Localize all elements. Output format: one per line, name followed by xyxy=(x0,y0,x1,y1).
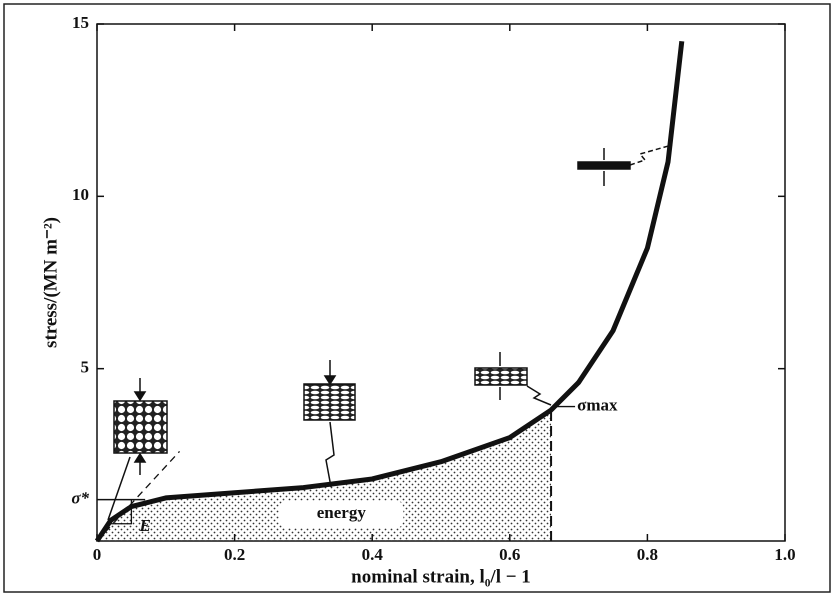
annotation-sigma-max: σmax xyxy=(577,395,618,414)
x-tick-label: 0.2 xyxy=(224,545,245,564)
x-tick-label: 0 xyxy=(93,545,102,564)
annotation-sigma-star: σ* xyxy=(71,489,89,508)
stress-curve xyxy=(97,41,682,541)
y-tick-label: 15 xyxy=(72,13,89,32)
y-axis-title: stress/(MN m⁻²) xyxy=(40,217,61,348)
x-tick-label: 0.8 xyxy=(637,545,658,564)
chart: 0 0.2 0.4 0.6 0.8 1.0 5 10 15 nominal strain, l₀/… xyxy=(0,0,835,597)
x-axis-title: nominal strain, l₀/l − 1 xyxy=(351,566,531,587)
x-tick-label: 1.0 xyxy=(774,545,795,564)
foam-icon xyxy=(108,145,672,520)
x-tick-label: 0.6 xyxy=(499,545,520,564)
annotation-energy: energy xyxy=(317,503,367,522)
annotation-modulus: E xyxy=(138,516,150,535)
y-tick-label: 5 xyxy=(81,358,90,377)
y-tick-label: 10 xyxy=(72,185,89,204)
x-tick-label: 0.4 xyxy=(362,545,384,564)
